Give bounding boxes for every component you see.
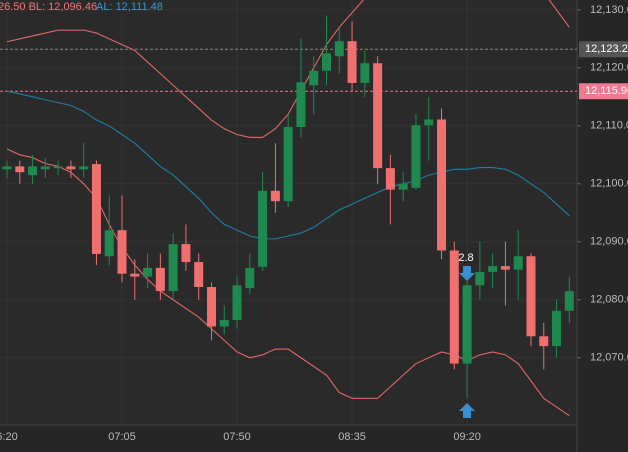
y-tick-label: 12,130.0 [590,4,628,16]
candle-body [513,256,523,270]
candle-body [360,63,370,83]
candle-body [66,166,76,170]
candle-body [194,262,204,288]
y-tick-label: 12,070.0 [590,352,628,364]
candle-body [40,166,50,170]
candle-body [296,82,306,127]
header-text: AL: 12,111.48 [96,1,163,13]
y-tick-label: 12,110.0 [590,120,628,132]
annotation: 2.8 [458,252,473,264]
candle-body [475,271,485,286]
candle-body [398,183,408,190]
band-line [6,90,570,240]
candle-body [283,126,293,202]
candle-body [219,320,229,327]
up-arrow [459,403,475,418]
header-text: 26.50 BL: 12,096.46 [0,1,97,13]
price-label-box [579,83,628,100]
candle-body [424,119,434,126]
candle-body [168,244,178,292]
candle-body [232,285,242,321]
plot-area [0,0,577,425]
candle-body [526,256,536,337]
candle-body [334,41,344,57]
candle-body [181,244,191,263]
candle-body [322,53,331,71]
band-line [6,0,570,138]
candle-body [539,336,549,347]
candle-body [79,166,89,170]
candle-body [462,285,472,364]
x-tick-label: 07:50 [223,431,251,443]
price-label-box [579,41,628,58]
candle-body [488,266,498,272]
candle-body [206,287,216,327]
x-tick-label: 09:20 [453,431,481,443]
candle-body [564,291,574,311]
y-tick-label: 12,080.0 [590,294,628,306]
candle-body [373,63,383,169]
candle-body [449,250,459,364]
candle-body [2,166,12,170]
candle-body [155,267,165,292]
y-tick-label: 12,120.0 [590,62,628,74]
y-tick-label: 12,100.0 [590,178,628,190]
x-tick-label: 6:20 [0,431,18,443]
x-tick-label: 07:05 [108,431,136,443]
candle-body [437,119,447,251]
y-tick-label: 12,090.0 [590,236,628,248]
candle-body [309,70,319,86]
price-label: 12,115.96 [585,85,628,97]
candle-body [28,166,38,176]
candle-body [552,310,562,347]
candle-body [104,230,114,257]
candle-body [143,267,153,277]
candle-body [385,168,395,190]
candle-body [347,41,357,83]
candle-body [411,125,421,188]
candle-body [15,166,25,173]
x-tick-label: 08:35 [338,431,366,443]
candle-body [130,273,140,277]
candle-body [270,190,280,202]
candle-body [117,230,127,274]
candle-body [53,166,63,169]
candle-body [91,164,101,254]
down-arrow [459,266,475,281]
candle-body [245,267,255,289]
price-label: 12,123.2 [585,43,628,55]
candle-body [258,190,268,267]
candle-body [500,266,510,270]
